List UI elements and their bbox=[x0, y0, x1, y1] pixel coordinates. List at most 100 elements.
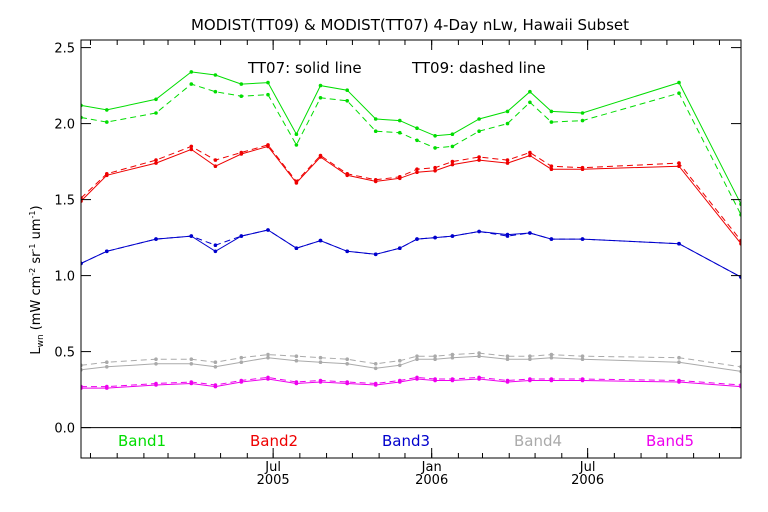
band5-tt09-point bbox=[580, 377, 585, 381]
band4-tt07-point bbox=[239, 360, 244, 365]
y-axis-label-exp1: -2 bbox=[28, 268, 37, 276]
band4-tt09-point bbox=[677, 355, 681, 360]
band1-tt09-point bbox=[154, 111, 158, 115]
band4-tt09-point bbox=[505, 354, 510, 359]
band2-tt07-point bbox=[450, 162, 455, 167]
band5-tt09-point bbox=[415, 375, 419, 380]
band1-tt07-point bbox=[450, 132, 455, 136]
band5-tt09-point bbox=[433, 377, 437, 381]
band2-tt09-point bbox=[549, 164, 554, 168]
band1-tt09-point bbox=[677, 91, 681, 95]
band4-tt09-point bbox=[580, 354, 585, 359]
band3-tt09-point bbox=[266, 228, 270, 232]
y-tick-label: 1.5 bbox=[54, 194, 75, 209]
band4-tt07-point bbox=[398, 363, 402, 368]
y-tick-label: 2.0 bbox=[54, 118, 75, 133]
band3-tt09-point bbox=[154, 237, 158, 241]
band1-tt09-point bbox=[239, 94, 244, 98]
band4-tt07-point bbox=[549, 355, 554, 360]
band4-tt09-point bbox=[373, 362, 378, 366]
band4-tt09-point bbox=[398, 358, 402, 363]
band2-tt09-point bbox=[294, 179, 299, 184]
band1-tt07-point bbox=[266, 80, 270, 85]
y-tick-label: 0.0 bbox=[54, 422, 75, 437]
band1-tt09-point bbox=[528, 100, 532, 105]
band4-tt07-solid-line bbox=[81, 355, 741, 372]
band2-tt09-point bbox=[154, 158, 158, 162]
band4-tt07-point bbox=[528, 357, 532, 362]
y-axis-label-mid2: um bbox=[29, 218, 44, 243]
band3-tt09-point bbox=[477, 229, 481, 234]
band3-tt09-point bbox=[580, 237, 585, 241]
x-tick-label-year: 2006 bbox=[415, 473, 448, 488]
band4-tt09-dashed-line bbox=[81, 352, 741, 368]
band3-tt07-solid-line bbox=[81, 229, 741, 278]
y-axis-label-exp3: -1 bbox=[28, 210, 37, 218]
band2-tt09-point bbox=[213, 158, 218, 162]
band1-tt09-point bbox=[398, 130, 402, 135]
band2-tt09-point bbox=[580, 165, 585, 170]
band4-tt09-point bbox=[294, 354, 299, 359]
band4-tt07-point bbox=[154, 362, 158, 366]
band1-tt09-point bbox=[294, 143, 299, 147]
band1-tt09-point bbox=[189, 82, 194, 86]
band2-tt09-point bbox=[345, 172, 350, 176]
legend-layer: Band1 Band2 Band3 Band4 Band5 bbox=[118, 432, 694, 450]
plot-frame bbox=[80, 39, 742, 459]
band2-tt09-point bbox=[450, 159, 455, 164]
band1-tt09-point bbox=[450, 144, 455, 149]
legend-band3: Band3 bbox=[382, 432, 430, 450]
band1-tt07-point bbox=[415, 126, 419, 130]
band2-tt07-point bbox=[477, 158, 481, 162]
band1-tt09-point bbox=[549, 120, 554, 124]
band4-tt09-point bbox=[477, 351, 481, 355]
x-tick-label-year: 2005 bbox=[257, 473, 290, 488]
band4-tt09-point bbox=[415, 354, 419, 359]
chart-title: MODIST(TT09) & MODIST(TT07) 4-Day nLw, H… bbox=[191, 16, 629, 34]
legend-band5: Band5 bbox=[646, 432, 694, 450]
band3-tt09-point bbox=[505, 234, 510, 238]
band5-tt09-point bbox=[105, 384, 109, 389]
band1-tt07-point bbox=[105, 108, 109, 112]
band3-tt09-point bbox=[450, 234, 455, 238]
x-tick-label-month: Jul bbox=[264, 460, 281, 475]
band1-tt07-point bbox=[477, 117, 481, 121]
band1-tt07-point bbox=[505, 109, 510, 114]
band2-tt07-point bbox=[677, 164, 681, 168]
band4-tt07-point bbox=[677, 360, 681, 365]
band5-tt09-point bbox=[318, 378, 323, 383]
legend-band4: Band4 bbox=[514, 432, 562, 450]
band4-tt09-point bbox=[433, 354, 437, 359]
legend-band1: Band1 bbox=[118, 432, 166, 450]
band3-tt09-point bbox=[549, 237, 554, 241]
band1-tt07-point bbox=[213, 73, 218, 77]
band5-tt09-point bbox=[477, 375, 481, 380]
band1-tt07-point bbox=[373, 117, 378, 121]
band1-tt09-point bbox=[318, 96, 323, 100]
band3-tt09-point bbox=[189, 234, 194, 238]
band4-tt09-point bbox=[189, 357, 194, 362]
band5-tt09-point bbox=[450, 377, 455, 381]
x-tick-label-month: Jan bbox=[421, 460, 442, 475]
band5-tt09-point bbox=[239, 378, 244, 383]
x-tick-label-month: Jul bbox=[579, 460, 596, 475]
plot-layer bbox=[81, 70, 741, 390]
band3-tt09-point bbox=[239, 234, 244, 238]
band2-tt09-point bbox=[415, 167, 419, 171]
band5-tt09-point bbox=[266, 375, 270, 380]
band1-tt09-point bbox=[477, 129, 481, 133]
band2-tt09-point bbox=[505, 158, 510, 162]
band1-tt07-point bbox=[433, 134, 437, 138]
y-axis-label: Lwn(mW cm-2 sr-1 um-1) bbox=[28, 205, 46, 354]
band3-tt09-point bbox=[415, 237, 419, 241]
band2-tt07-point bbox=[189, 147, 194, 152]
band5-tt09-point bbox=[528, 377, 532, 381]
band5-tt09-point bbox=[189, 380, 194, 384]
band4-tt07-point bbox=[294, 358, 299, 363]
band5-tt09-point bbox=[677, 378, 681, 383]
band3-tt09-point bbox=[318, 238, 323, 243]
band1-tt07-point bbox=[677, 80, 681, 85]
y-axis-label-exp2: -1 bbox=[28, 244, 37, 252]
band1-tt07-point bbox=[398, 118, 402, 123]
